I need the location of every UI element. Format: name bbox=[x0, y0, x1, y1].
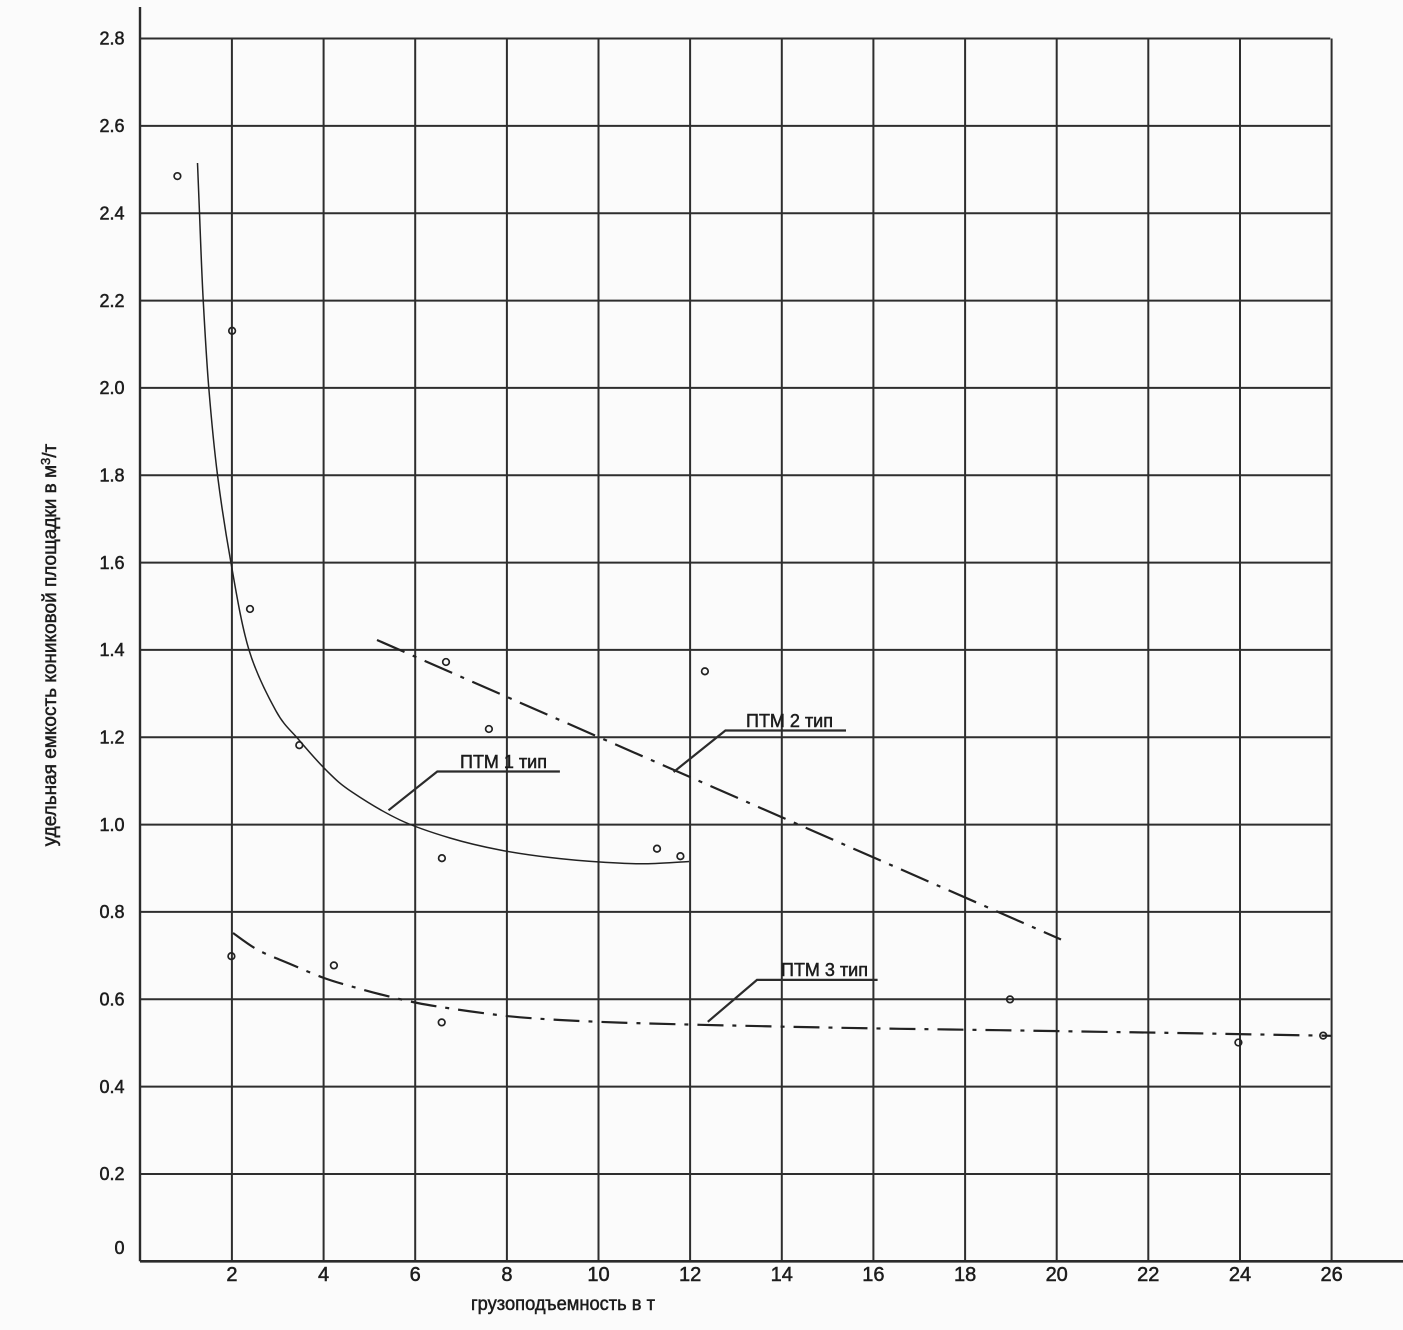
svg-text:24: 24 bbox=[1229, 1264, 1251, 1286]
svg-text:1.2: 1.2 bbox=[99, 728, 124, 748]
svg-text:20: 20 bbox=[1046, 1264, 1068, 1286]
svg-text:1.8: 1.8 bbox=[99, 465, 124, 485]
svg-text:1.4: 1.4 bbox=[99, 640, 124, 660]
svg-text:0: 0 bbox=[114, 1238, 124, 1258]
svg-text:1.0: 1.0 bbox=[99, 815, 124, 835]
svg-text:ПТМ 1 тип: ПТМ 1 тип bbox=[460, 752, 547, 772]
svg-text:удельная емкость кониковой пло: удельная емкость кониковой площадки в м3… bbox=[38, 443, 61, 846]
svg-text:ПТМ 2 тип: ПТМ 2 тип bbox=[746, 711, 833, 731]
svg-text:18: 18 bbox=[954, 1264, 976, 1286]
svg-text:1.6: 1.6 bbox=[99, 553, 124, 573]
svg-text:грузоподъемность в т: грузоподъемность в т bbox=[471, 1294, 655, 1315]
svg-text:ПТМ 3 тип: ПТМ 3 тип bbox=[781, 960, 868, 980]
svg-text:2: 2 bbox=[226, 1264, 237, 1286]
svg-text:2.4: 2.4 bbox=[99, 203, 124, 223]
svg-text:2.8: 2.8 bbox=[99, 29, 124, 49]
svg-text:8: 8 bbox=[501, 1264, 512, 1286]
svg-text:14: 14 bbox=[771, 1264, 793, 1286]
svg-text:22: 22 bbox=[1137, 1264, 1159, 1286]
svg-text:0.8: 0.8 bbox=[99, 902, 124, 922]
svg-text:16: 16 bbox=[862, 1264, 884, 1286]
svg-text:2.0: 2.0 bbox=[99, 378, 124, 398]
svg-text:4: 4 bbox=[318, 1264, 329, 1286]
svg-text:0.2: 0.2 bbox=[99, 1164, 124, 1184]
svg-text:2.6: 2.6 bbox=[99, 116, 124, 136]
svg-text:26: 26 bbox=[1320, 1264, 1342, 1286]
svg-text:12: 12 bbox=[679, 1264, 701, 1286]
svg-text:0.6: 0.6 bbox=[99, 990, 124, 1010]
svg-text:10: 10 bbox=[587, 1264, 609, 1286]
svg-text:0.4: 0.4 bbox=[99, 1077, 124, 1097]
svg-text:2.2: 2.2 bbox=[99, 291, 124, 311]
svg-text:6: 6 bbox=[410, 1264, 421, 1286]
